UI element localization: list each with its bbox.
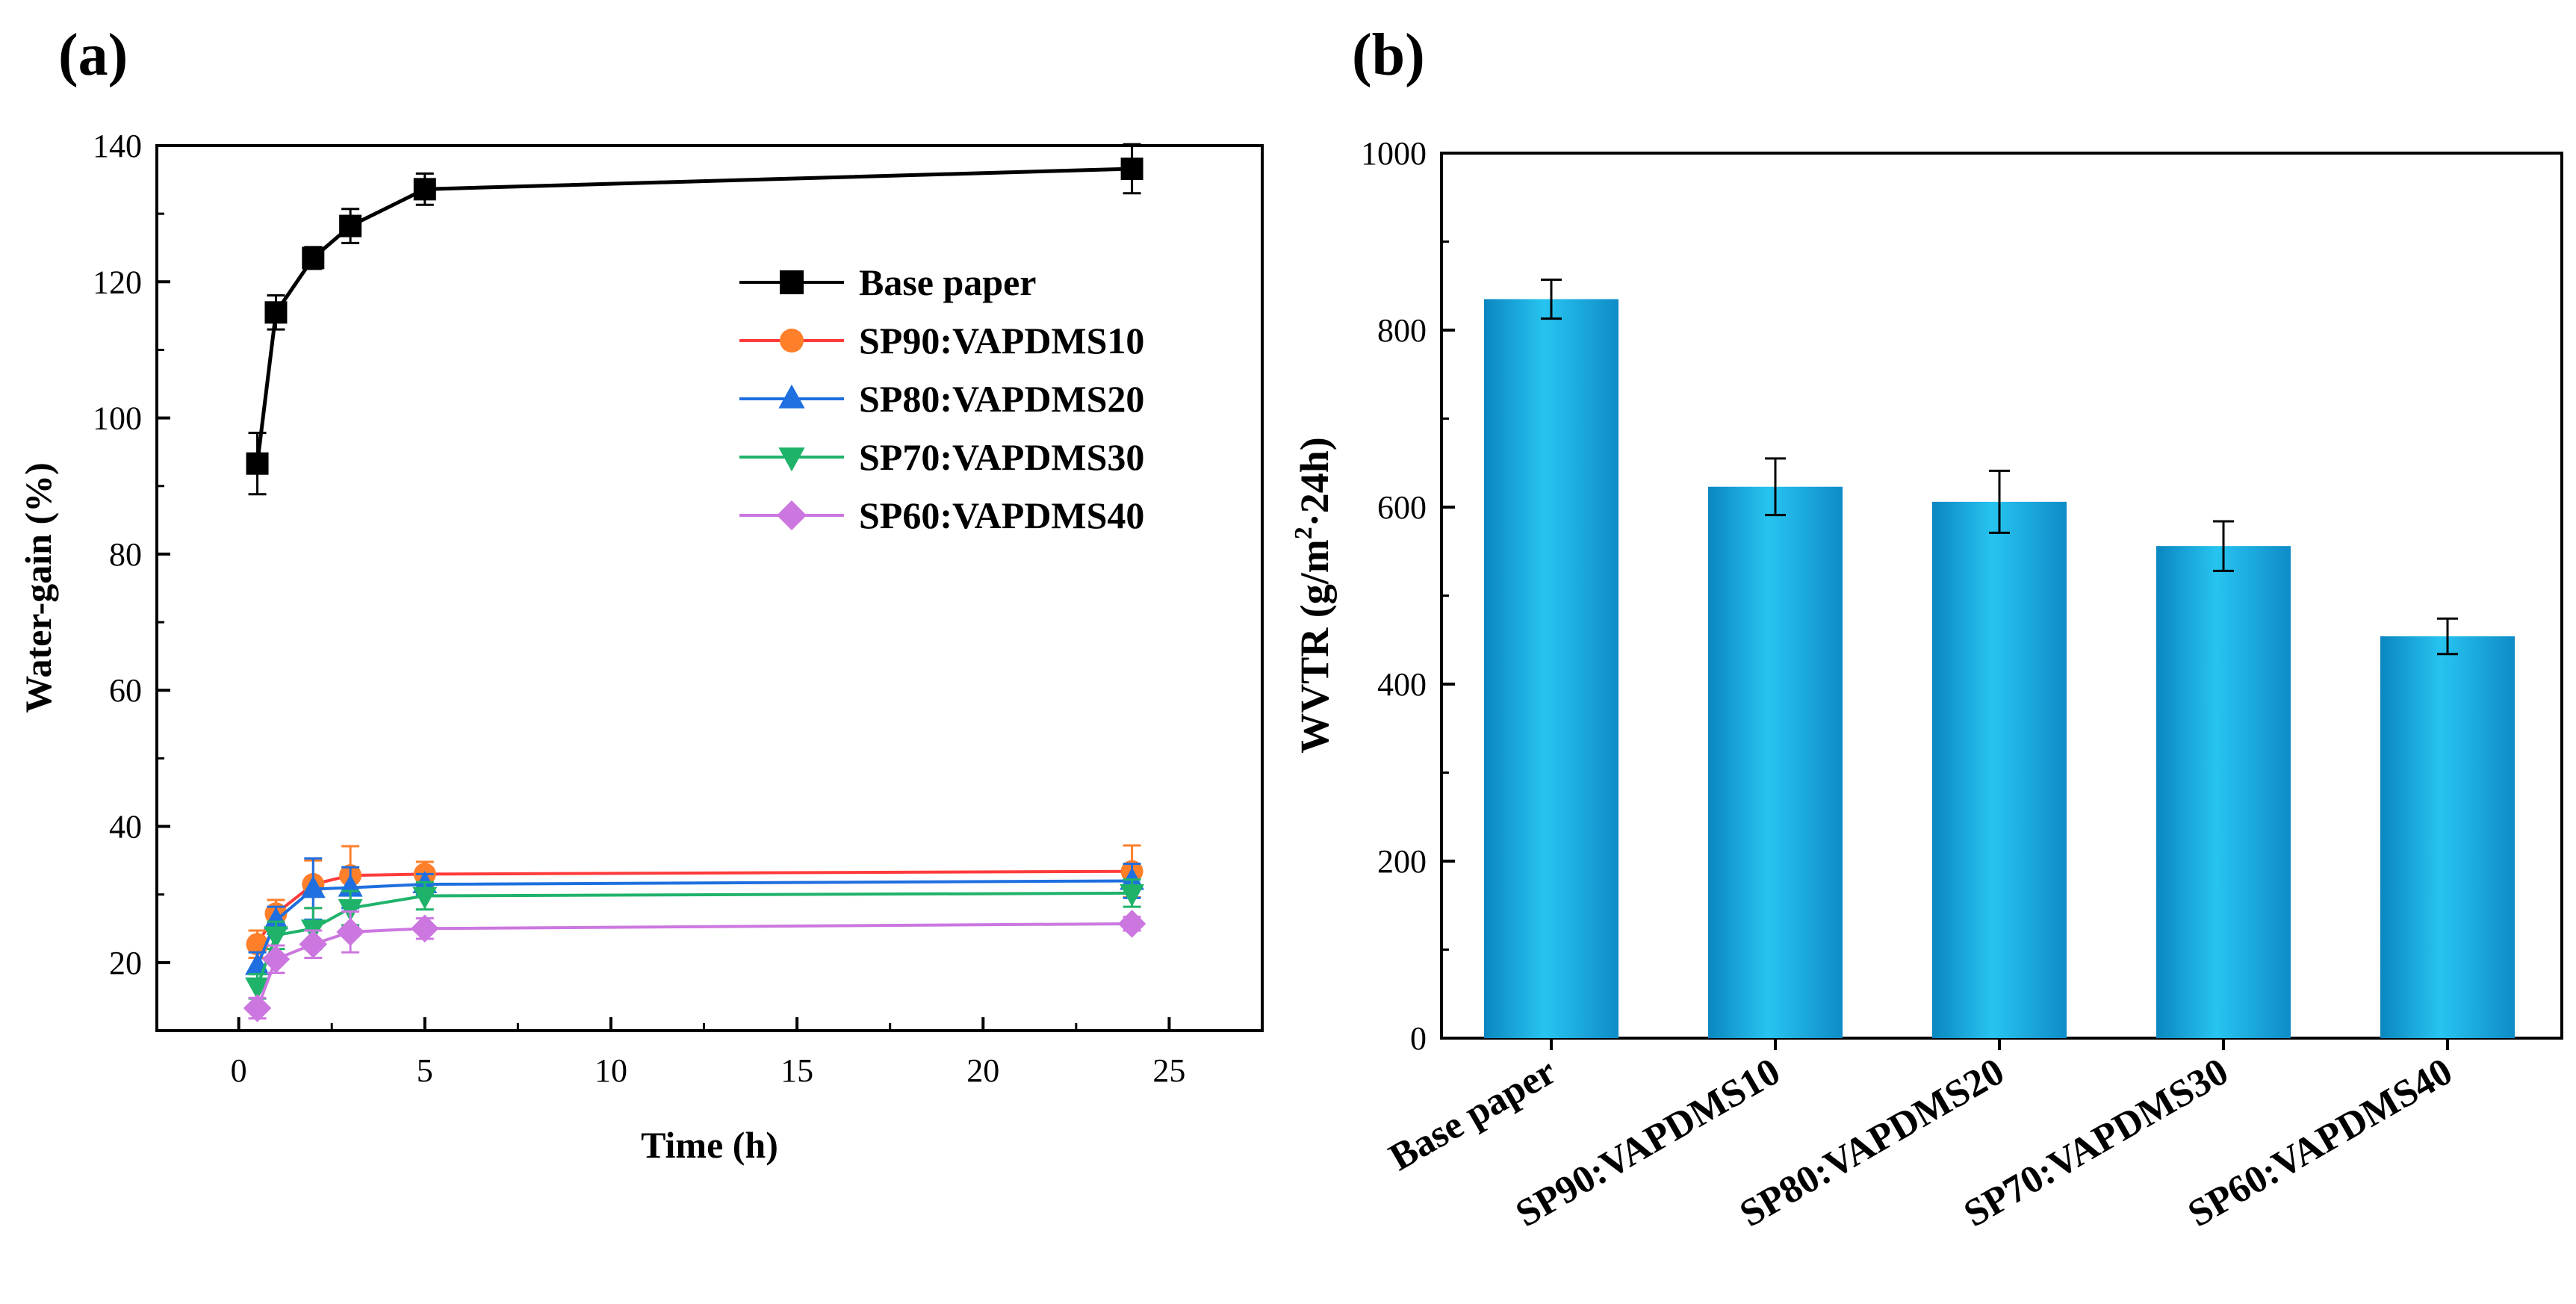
legend-marker bbox=[777, 500, 807, 530]
data-point bbox=[413, 178, 436, 201]
legend-marker bbox=[778, 447, 805, 472]
series-sp80-vapdms20 bbox=[245, 857, 1145, 981]
series-sp60-vapdms40 bbox=[243, 910, 1146, 1022]
line-chart-water-gain: 0 5 10 15 20 25 20 40 60 80 100 120 140 Base paper SP… bbox=[17, 128, 1264, 1166]
x-tick-label: 20 bbox=[966, 1052, 999, 1089]
x-tick-label: 5 bbox=[417, 1052, 433, 1089]
series-line bbox=[255, 922, 1132, 1009]
legend-label: SP60:VAPDMS40 bbox=[859, 494, 1144, 536]
legend-marker bbox=[780, 329, 804, 353]
legend-label: Base paper bbox=[859, 261, 1037, 303]
y-tick-label: 80 bbox=[109, 536, 142, 573]
panel-b-label: (b) bbox=[1352, 22, 1425, 88]
x-tick-label: 15 bbox=[780, 1052, 813, 1089]
bar bbox=[1484, 299, 1618, 1038]
y-tick-label: 140 bbox=[93, 128, 142, 164]
y-tick-label: 100 bbox=[93, 400, 142, 437]
x-axis-label: Time (h) bbox=[641, 1124, 778, 1166]
data-point bbox=[245, 977, 270, 1000]
data-point bbox=[1120, 157, 1143, 180]
legend-marker bbox=[778, 384, 805, 409]
legend: Base paper SP90:VAPDMS10 SP80:VAPDMS20 SP70… bbox=[739, 261, 1144, 536]
data-point bbox=[339, 214, 362, 237]
panel-a-label: (a) bbox=[58, 22, 128, 88]
data-point bbox=[302, 246, 325, 270]
bar bbox=[1708, 486, 1843, 1038]
data-point bbox=[300, 875, 326, 898]
y-tick-label: 20 bbox=[109, 945, 142, 981]
data-point bbox=[1117, 910, 1146, 938]
y-tick-label: 600 bbox=[1377, 489, 1427, 526]
data-point bbox=[412, 887, 438, 910]
plot-frame bbox=[155, 144, 1264, 1032]
legend-label: SP70:VAPDMS30 bbox=[859, 436, 1144, 478]
data-point bbox=[264, 301, 288, 324]
y-tick-label: 1000 bbox=[1361, 135, 1427, 172]
x-tick-label: Base paper bbox=[1382, 1050, 1563, 1179]
data-point bbox=[1120, 884, 1145, 907]
legend-label: SP90:VAPDMS10 bbox=[859, 320, 1144, 361]
series-base-paper bbox=[246, 143, 1143, 496]
data-point bbox=[246, 452, 269, 475]
data-point bbox=[299, 930, 328, 958]
data-point bbox=[261, 945, 291, 974]
y-tick-label: 0 bbox=[1410, 1020, 1427, 1057]
y-tick-label: 60 bbox=[109, 672, 142, 709]
series-line bbox=[255, 167, 1132, 464]
x-tick-label: 10 bbox=[595, 1052, 627, 1089]
data-point bbox=[338, 898, 363, 922]
y-tick-label: 400 bbox=[1377, 666, 1427, 703]
legend-label: SP80:VAPDMS20 bbox=[859, 378, 1144, 420]
series-line bbox=[255, 891, 1132, 987]
data-point bbox=[336, 918, 364, 946]
bar bbox=[2380, 636, 2515, 1038]
x-tick-label: 25 bbox=[1152, 1052, 1185, 1089]
data-point bbox=[411, 914, 439, 943]
y-tick-label: 800 bbox=[1377, 312, 1427, 349]
data-point bbox=[263, 926, 288, 949]
x-tick-label: 0 bbox=[231, 1052, 247, 1089]
y-tick-label: 40 bbox=[109, 809, 142, 845]
series-sp70-vapdms30 bbox=[245, 878, 1145, 1000]
data-point bbox=[243, 994, 272, 1022]
legend-marker bbox=[780, 270, 804, 294]
bar bbox=[1932, 501, 2067, 1038]
y-tick-label: 120 bbox=[93, 264, 142, 300]
bar bbox=[2156, 546, 2291, 1038]
y-axis-label: WVTR (g/m2·24h) bbox=[1290, 437, 1337, 754]
data-point bbox=[263, 907, 288, 930]
y-axis-label: Water-gain (%) bbox=[17, 462, 59, 713]
y-tick-label: 200 bbox=[1377, 843, 1427, 880]
